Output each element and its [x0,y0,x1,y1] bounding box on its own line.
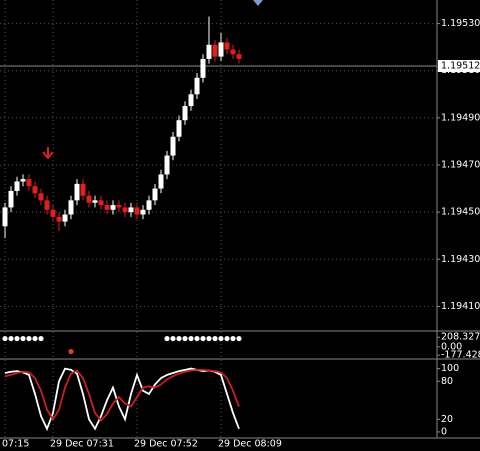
y-tick-label: 1.19490 [441,112,480,123]
y-tick-label: 0.00 [441,341,462,352]
candle-body [230,49,236,55]
candle-body [62,214,68,222]
shift-marker [253,0,263,6]
candle-body [194,77,200,95]
candle-body [218,42,224,57]
y-tick-label: 1.19410 [441,301,480,312]
signal-dot [224,335,230,342]
signal-dot [212,335,218,342]
signal-dot [8,335,14,342]
candle-body [110,205,116,210]
x-tick-label: 29 Dec 07:31 [50,439,114,450]
signal-dot [188,335,194,342]
y-tick-label: 1.19470 [441,160,480,171]
candle-body [104,205,110,210]
candle-body [152,188,158,201]
y-tick-label: 20 [441,414,453,425]
signal-dot [182,335,188,342]
candle-body [134,207,140,215]
current-price-label: 1.19512 [441,61,480,72]
candle-body [68,200,74,215]
x-tick-label: 29 Dec 08:09 [218,439,282,450]
oscillator-line [4,368,240,422]
candle-body [74,183,80,201]
candle-body [32,186,38,194]
candle-body [182,106,188,121]
x-tick-label: 29 Dec 07:52 [134,439,198,450]
candle-body [176,120,182,137]
candle-body [116,205,122,208]
candle-body [26,179,32,187]
candle-body [158,174,164,189]
candle-body [14,181,20,191]
y-tick-label: 1.19430 [441,254,480,265]
y-tick-label: 0 [441,426,447,437]
candle-body [224,42,230,50]
y-tick-label: 100 [441,363,459,374]
candle-body [140,209,146,215]
candle-body [86,195,92,203]
candle-body [170,136,176,156]
candle-body [50,209,56,217]
signal-dot [14,335,20,342]
candle-body [98,200,104,206]
signal-dot [2,335,8,342]
y-tick-label: 208.3277 [441,332,480,343]
candle-body [128,207,134,213]
signal-dot [200,335,206,342]
y-tick-label: -177.428 [441,350,480,361]
x-tick-label: 07:15 [2,439,29,450]
candle-body [56,216,62,222]
candle-body [44,200,50,210]
y-tick-label: 1.19530 [441,18,480,29]
signal-dot [218,335,224,342]
signal-dot [32,335,38,342]
candle-body [122,207,128,213]
signal-dot [176,335,182,342]
signal-dot [26,335,32,342]
candle-body [92,200,98,203]
candle-body [236,54,242,59]
signal-dot [230,335,236,342]
signal-dot [20,335,26,342]
signal-dot [236,335,242,342]
candle-body [200,58,206,78]
current-price-box [438,60,480,72]
signal-dot [194,335,200,342]
candle-body [80,183,86,196]
signal-arrow [42,147,54,160]
signal-dot [68,348,74,355]
candle-body [206,44,212,59]
signal-dot [170,335,176,342]
candle-body [146,200,152,210]
candle-body [164,155,170,175]
candle-body [38,193,44,201]
signal-dot [206,335,212,342]
y-tick-label: 80 [441,376,453,387]
candle-body [8,190,14,208]
candle-body [212,44,218,57]
signal-dot [38,335,44,342]
candle-body [2,207,8,227]
candle-body [188,94,194,107]
y-tick-label: 1.19450 [441,207,480,218]
candle-body [20,179,26,182]
signal-dot [164,335,170,342]
